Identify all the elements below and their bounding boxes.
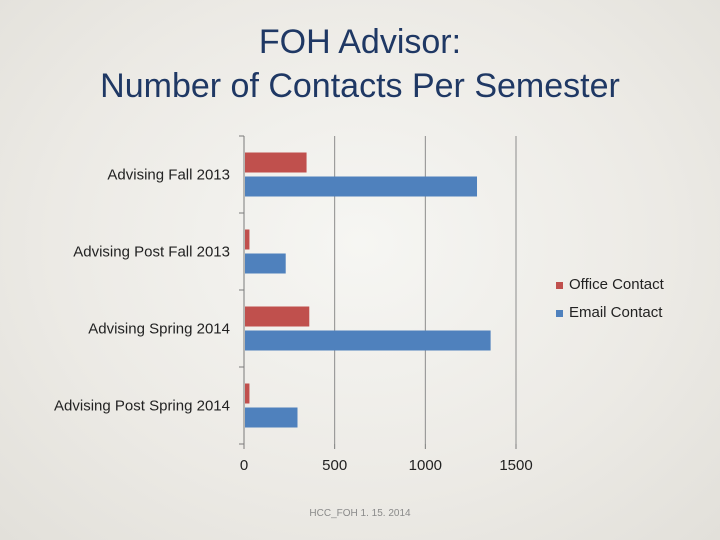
category-label: Advising Post Fall 2013 <box>73 244 230 261</box>
legend-label: Email Contact <box>569 304 663 321</box>
category-label: Advising Spring 2014 <box>88 321 230 338</box>
bar-email-contact <box>245 176 478 197</box>
category-label: Advising Post Spring 2014 <box>54 398 230 415</box>
footer-text: HCC_FOH 1. 15. 2014 <box>309 508 411 519</box>
bar-office-contact <box>245 229 250 250</box>
chart-title-line-1: FOH Advisor: <box>258 23 462 61</box>
x-tick-label: 0 <box>240 457 248 474</box>
x-tick-label: 1500 <box>499 457 532 474</box>
legend-swatch <box>556 310 563 317</box>
bar-email-contact <box>245 407 298 428</box>
x-tick-label: 500 <box>322 457 347 474</box>
x-tick-label: 1000 <box>409 457 442 474</box>
bar-email-contact <box>245 330 491 351</box>
bar-office-contact <box>245 383 250 404</box>
legend-label: Office Contact <box>569 276 665 293</box>
category-label: Advising Fall 2013 <box>107 167 230 184</box>
chart-title: FOH Advisor: Number of Contacts Per Seme… <box>0 20 720 108</box>
chart-title-line-2: Number of Contacts Per Semester <box>100 67 620 105</box>
bar-office-contact <box>245 306 310 327</box>
bar-email-contact <box>245 253 286 274</box>
bar-office-contact <box>245 152 307 173</box>
legend-swatch <box>556 282 563 289</box>
